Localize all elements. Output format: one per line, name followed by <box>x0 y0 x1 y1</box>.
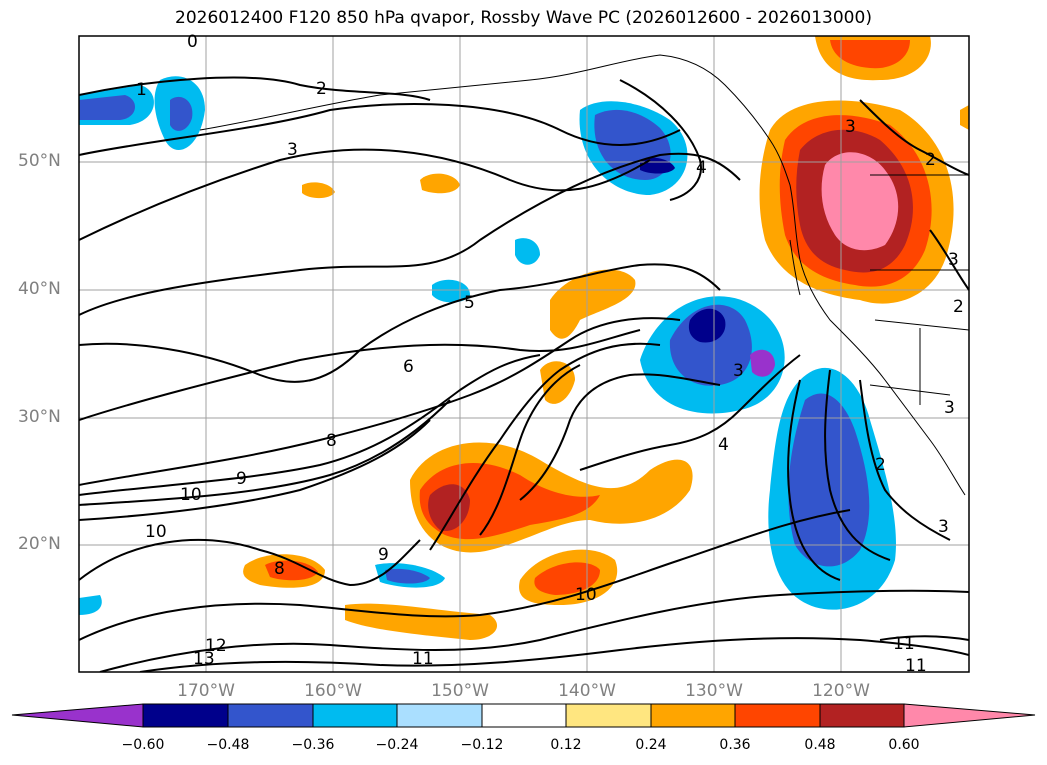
colorbar <box>11 703 1036 728</box>
contour-label: 13 <box>193 649 215 669</box>
anomaly-orange-small2 <box>420 173 460 194</box>
contour-label: 3 <box>944 398 955 418</box>
colorbar-tick-label: −0.12 <box>460 737 504 753</box>
anomaly-orange-small1 <box>540 361 575 404</box>
lat-tick-label: 20°N <box>18 534 61 554</box>
colorbar-tick-label: −0.48 <box>206 737 250 753</box>
colorbar-tick-label: 0.24 <box>635 737 667 753</box>
colorbar-swatch <box>734 703 821 728</box>
contour-label: 8 <box>326 431 337 451</box>
lon-tick-label: 130°W <box>685 681 743 701</box>
colorbar-tick-label: 0.60 <box>888 737 920 753</box>
anomaly-purple <box>750 349 775 377</box>
contour-lines <box>79 76 969 672</box>
contour-label: 3 <box>733 361 744 381</box>
map-frame <box>78 35 970 673</box>
colorbar-tick-label: 0.12 <box>550 737 582 753</box>
anomaly-red-sw <box>534 562 600 595</box>
contour-label: 2 <box>953 297 964 317</box>
anomaly-orange-mid <box>550 269 636 339</box>
colorbar-swatch <box>312 703 398 728</box>
colorbar-swatch <box>481 703 567 728</box>
anomaly-red-left <box>265 560 318 581</box>
anomaly-ne-top-inner <box>830 40 910 69</box>
anomaly-blue-nw-inner <box>79 95 136 120</box>
contour-label: 3 <box>845 117 856 137</box>
lat-tick-label: 40°N <box>18 279 61 299</box>
contour-label: 1 <box>136 80 147 100</box>
lon-tick-label: 160°W <box>304 681 362 701</box>
contour-label: 0 <box>187 32 198 52</box>
colorbar-swatch <box>396 703 483 728</box>
coastlines <box>199 54 969 496</box>
contour-label: 4 <box>696 158 707 178</box>
contour-label: 3 <box>287 140 298 160</box>
anomaly-blue-small4 <box>79 595 102 615</box>
anomaly-blue-small2 <box>515 238 540 265</box>
anomaly-blue-small3-inner <box>385 568 430 584</box>
chart-title: 2026012400 F120 850 hPa qvapor, Rossby W… <box>175 8 872 28</box>
colorbar-tick-label: −0.24 <box>375 737 419 753</box>
contour-label: 10 <box>575 585 597 605</box>
contour-label: 3 <box>948 250 959 270</box>
contour-label: 10 <box>145 522 167 542</box>
colorbar-tick-label: 0.48 <box>804 737 836 753</box>
shaded-anomalies <box>79 36 969 640</box>
anomaly-orange-ne2 <box>960 105 969 130</box>
colorbar-swatch <box>227 703 314 728</box>
contour-label: 12 <box>205 636 227 656</box>
contour-label: 4 <box>718 435 729 455</box>
anomaly-blue-mid-core <box>688 308 726 343</box>
contour-label: 11 <box>412 649 434 669</box>
lon-tick-label: 150°W <box>431 681 489 701</box>
contour-label: 11 <box>905 656 927 676</box>
anomaly-orange-bottom <box>345 603 498 640</box>
anomaly-red-central <box>419 463 600 540</box>
colorbar-swatch <box>903 703 1036 728</box>
colorbar-swatch <box>565 703 652 728</box>
contour-label: 5 <box>464 293 475 313</box>
contour-label: 10 <box>180 485 202 505</box>
lon-tick-label: 140°W <box>558 681 616 701</box>
contour-label: 9 <box>236 469 247 489</box>
lat-tick-label: 50°N <box>18 151 61 171</box>
contour-label: 6 <box>403 357 414 377</box>
lat-tick-label: 30°N <box>18 407 61 427</box>
contour-label: 3 <box>938 517 949 537</box>
anomaly-blue-nw2-inner <box>170 96 193 131</box>
colorbar-tick-label: −0.36 <box>291 737 335 753</box>
lon-tick-label: 120°W <box>812 681 870 701</box>
colorbar-swatch <box>650 703 736 728</box>
colorbar-tick-label: −0.60 <box>121 737 165 753</box>
contour-label: 11 <box>893 634 915 654</box>
contour-label: 2 <box>316 79 327 99</box>
colorbar-swatch <box>11 703 144 728</box>
contour-label: 8 <box>274 559 285 579</box>
contour-label: 2 <box>875 455 886 475</box>
lon-tick-label: 170°W <box>177 681 235 701</box>
colorbar-tick-label: 0.36 <box>719 737 751 753</box>
anomaly-orange-small3 <box>302 182 335 199</box>
colorbar-swatch <box>142 703 229 728</box>
contour-label: 2 <box>925 150 936 170</box>
colorbar-swatch <box>819 703 905 728</box>
contour-label: 9 <box>378 545 389 565</box>
contour-label-group: 0 1 2 3 4 5 6 8 9 10 10 3 4 2 3 3 2 3 2 … <box>136 32 964 676</box>
